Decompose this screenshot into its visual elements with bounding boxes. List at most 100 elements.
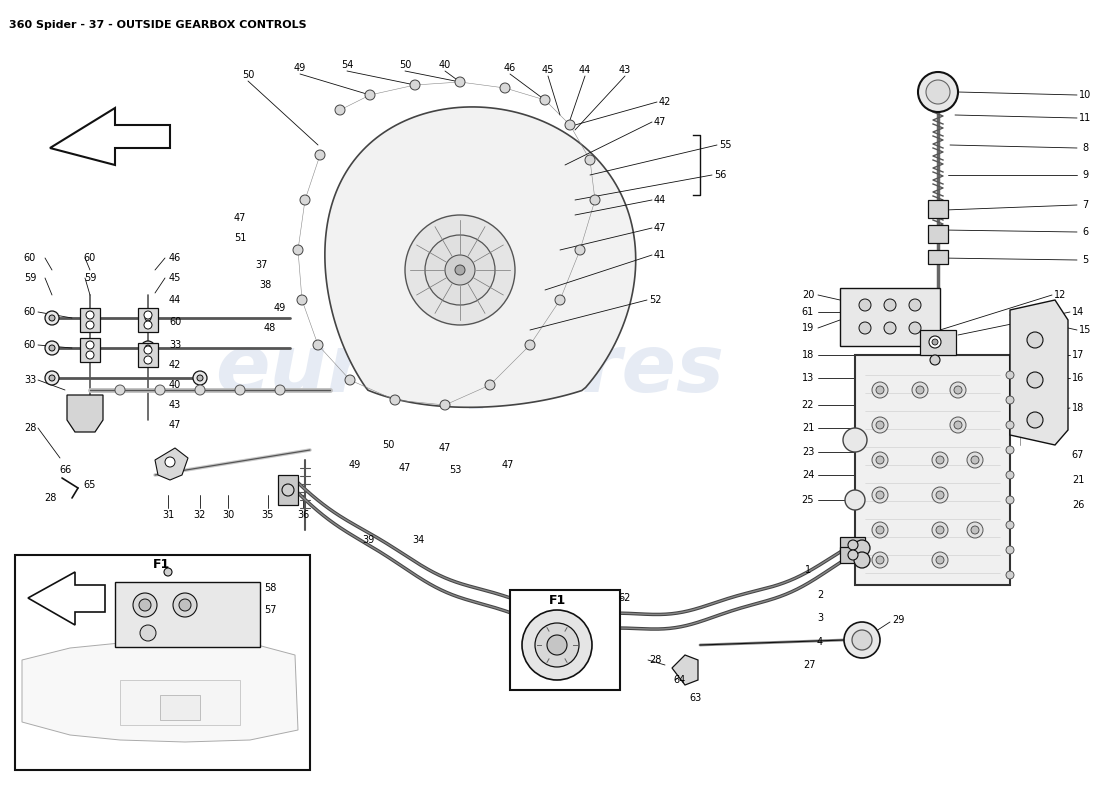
Circle shape (971, 456, 979, 464)
Circle shape (565, 120, 575, 130)
Text: 360 Spider - 37 - OUTSIDE GEARBOX CONTROLS: 360 Spider - 37 - OUTSIDE GEARBOX CONTRO… (9, 20, 307, 30)
Circle shape (854, 552, 870, 568)
Bar (120, 680, 240, 725)
Circle shape (485, 380, 495, 390)
Bar (80, 308, 100, 332)
Polygon shape (67, 395, 103, 432)
Text: 26: 26 (1071, 500, 1085, 510)
Polygon shape (324, 107, 636, 407)
Circle shape (872, 417, 888, 433)
Circle shape (50, 315, 55, 321)
Bar (840, 547, 865, 563)
Text: 51: 51 (234, 233, 246, 243)
Circle shape (872, 552, 888, 568)
Circle shape (859, 322, 871, 334)
Circle shape (936, 456, 944, 464)
Text: 34: 34 (411, 535, 425, 545)
Text: 37: 37 (256, 260, 268, 270)
Bar (920, 330, 956, 355)
Bar (138, 308, 158, 332)
Circle shape (345, 375, 355, 385)
Text: 64: 64 (674, 675, 686, 685)
Text: eurospares: eurospares (216, 331, 725, 409)
Text: 48: 48 (264, 323, 276, 333)
Circle shape (173, 593, 197, 617)
Circle shape (455, 77, 465, 87)
Circle shape (936, 556, 944, 564)
Text: 28: 28 (649, 655, 661, 665)
Circle shape (930, 355, 940, 365)
Text: 32: 32 (194, 510, 206, 520)
Text: 36: 36 (297, 510, 309, 520)
Circle shape (425, 235, 495, 305)
Circle shape (967, 522, 983, 538)
Circle shape (884, 322, 896, 334)
Text: 1: 1 (805, 565, 811, 575)
Circle shape (141, 311, 155, 325)
Text: 49: 49 (294, 63, 306, 73)
Polygon shape (672, 655, 698, 685)
Circle shape (315, 150, 324, 160)
Circle shape (86, 351, 94, 359)
Text: 60: 60 (24, 307, 36, 317)
Circle shape (912, 382, 928, 398)
Text: 19: 19 (802, 323, 814, 333)
Circle shape (446, 255, 475, 285)
Circle shape (848, 540, 858, 550)
Circle shape (1027, 412, 1043, 428)
Circle shape (909, 322, 921, 334)
Circle shape (390, 395, 400, 405)
Text: 7: 7 (1082, 200, 1088, 210)
Circle shape (275, 385, 285, 395)
Text: 18: 18 (1071, 403, 1085, 413)
Circle shape (876, 526, 884, 534)
Text: 62: 62 (619, 593, 631, 603)
Text: 13: 13 (802, 373, 814, 383)
Text: 9: 9 (1082, 170, 1088, 180)
Text: 10: 10 (1079, 90, 1091, 100)
Circle shape (1006, 446, 1014, 454)
Bar (278, 475, 298, 505)
Circle shape (144, 311, 152, 319)
Text: 46: 46 (169, 253, 182, 263)
Bar (928, 225, 948, 243)
Circle shape (547, 635, 567, 655)
Circle shape (859, 299, 871, 311)
Circle shape (86, 341, 94, 349)
Text: 14: 14 (1071, 307, 1085, 317)
Circle shape (916, 386, 924, 394)
Circle shape (540, 95, 550, 105)
Text: 47: 47 (653, 117, 667, 127)
Circle shape (145, 345, 151, 351)
Circle shape (872, 522, 888, 538)
Text: 28: 28 (44, 493, 56, 503)
Circle shape (1006, 371, 1014, 379)
Text: 23: 23 (802, 447, 814, 457)
Text: 6: 6 (1082, 227, 1088, 237)
Circle shape (575, 245, 585, 255)
Text: 25: 25 (802, 495, 814, 505)
Circle shape (164, 568, 172, 576)
Circle shape (139, 599, 151, 611)
Circle shape (1027, 332, 1043, 348)
Text: 38: 38 (258, 280, 271, 290)
Circle shape (932, 522, 948, 538)
Text: 43: 43 (169, 400, 182, 410)
Text: 20: 20 (802, 290, 814, 300)
Circle shape (1006, 396, 1014, 404)
Circle shape (926, 80, 950, 104)
Polygon shape (22, 640, 298, 742)
Text: 44: 44 (169, 295, 182, 305)
Polygon shape (50, 108, 170, 165)
Circle shape (155, 385, 165, 395)
Circle shape (930, 336, 940, 348)
Text: 67: 67 (1071, 450, 1085, 460)
Circle shape (872, 382, 888, 398)
Circle shape (45, 311, 59, 325)
Text: 60: 60 (24, 340, 36, 350)
Circle shape (876, 456, 884, 464)
Circle shape (282, 484, 294, 496)
Text: 60: 60 (84, 253, 96, 263)
Text: 11: 11 (1079, 113, 1091, 123)
Circle shape (165, 457, 175, 467)
